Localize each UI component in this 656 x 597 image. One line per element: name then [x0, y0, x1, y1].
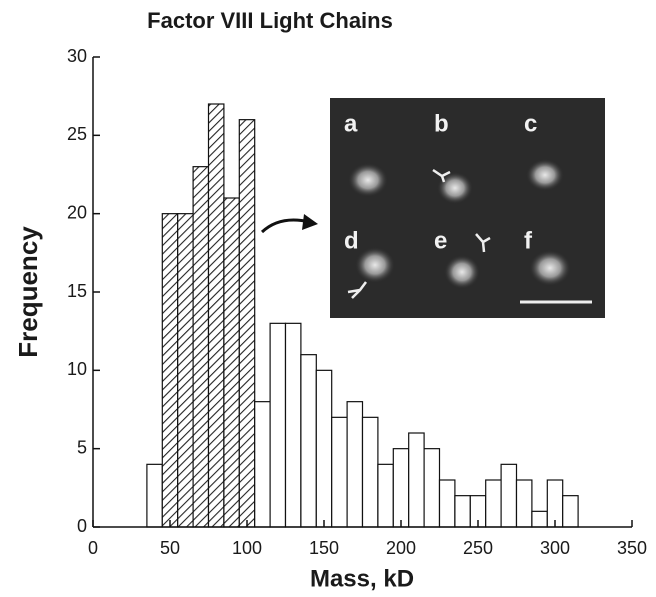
bar: [147, 464, 162, 527]
chart: Factor VIII Light Chains Mass, kD Freque…: [0, 0, 656, 597]
bar: [316, 370, 331, 527]
y-tick-label: 25: [67, 124, 87, 144]
bar: [547, 480, 562, 527]
bar: [517, 480, 532, 527]
bar: [224, 198, 239, 527]
x-tick-label: 150: [309, 538, 339, 558]
bar: [239, 120, 254, 527]
bar: [486, 480, 501, 527]
bar: [178, 214, 193, 527]
bar: [162, 214, 177, 527]
inset-label: a: [344, 110, 358, 137]
y-tick-label: 15: [67, 281, 87, 301]
x-tick-label: 100: [232, 538, 262, 558]
bar: [501, 464, 516, 527]
y-tick-label: 30: [67, 46, 87, 66]
inset-label: f: [524, 227, 533, 254]
bar: [270, 323, 285, 527]
y-tick-label: 10: [67, 359, 87, 379]
particle: [348, 163, 388, 197]
bar: [193, 167, 208, 527]
y-tick-label: 5: [77, 437, 87, 457]
y-tick-label: 20: [67, 202, 87, 222]
bar: [209, 104, 224, 527]
bar: [532, 511, 547, 527]
y-axis-label: Frequency: [13, 226, 43, 358]
x-axis-label: Mass, kD: [310, 565, 414, 592]
bar: [563, 496, 578, 527]
bar: [424, 449, 439, 527]
inset-label: d: [344, 227, 359, 254]
bar: [301, 355, 316, 527]
inset: [330, 98, 605, 318]
y-tick-label: 0: [77, 516, 87, 536]
bar: [378, 464, 393, 527]
bar: [409, 433, 424, 527]
particle: [526, 159, 564, 191]
x-tick-label: 300: [540, 538, 570, 558]
particle: [529, 250, 571, 286]
bar: [332, 417, 347, 527]
x-tick-label: 0: [88, 538, 98, 558]
bar: [440, 480, 455, 527]
particle: [444, 255, 480, 289]
arrow-head: [302, 214, 318, 230]
inset-label: b: [434, 110, 449, 137]
x-tick-label: 250: [463, 538, 493, 558]
bar: [363, 417, 378, 527]
inset-label: c: [524, 110, 537, 137]
x-tick-label: 50: [160, 538, 180, 558]
bar: [347, 402, 362, 527]
x-tick-label: 350: [617, 538, 647, 558]
bar: [455, 496, 470, 527]
bar: [286, 323, 301, 527]
particle: [355, 247, 395, 283]
chart-title: Factor VIII Light Chains: [147, 8, 393, 33]
x-tick-label: 200: [386, 538, 416, 558]
bar: [393, 449, 408, 527]
inset-label: e: [434, 227, 447, 254]
bar: [255, 402, 270, 527]
